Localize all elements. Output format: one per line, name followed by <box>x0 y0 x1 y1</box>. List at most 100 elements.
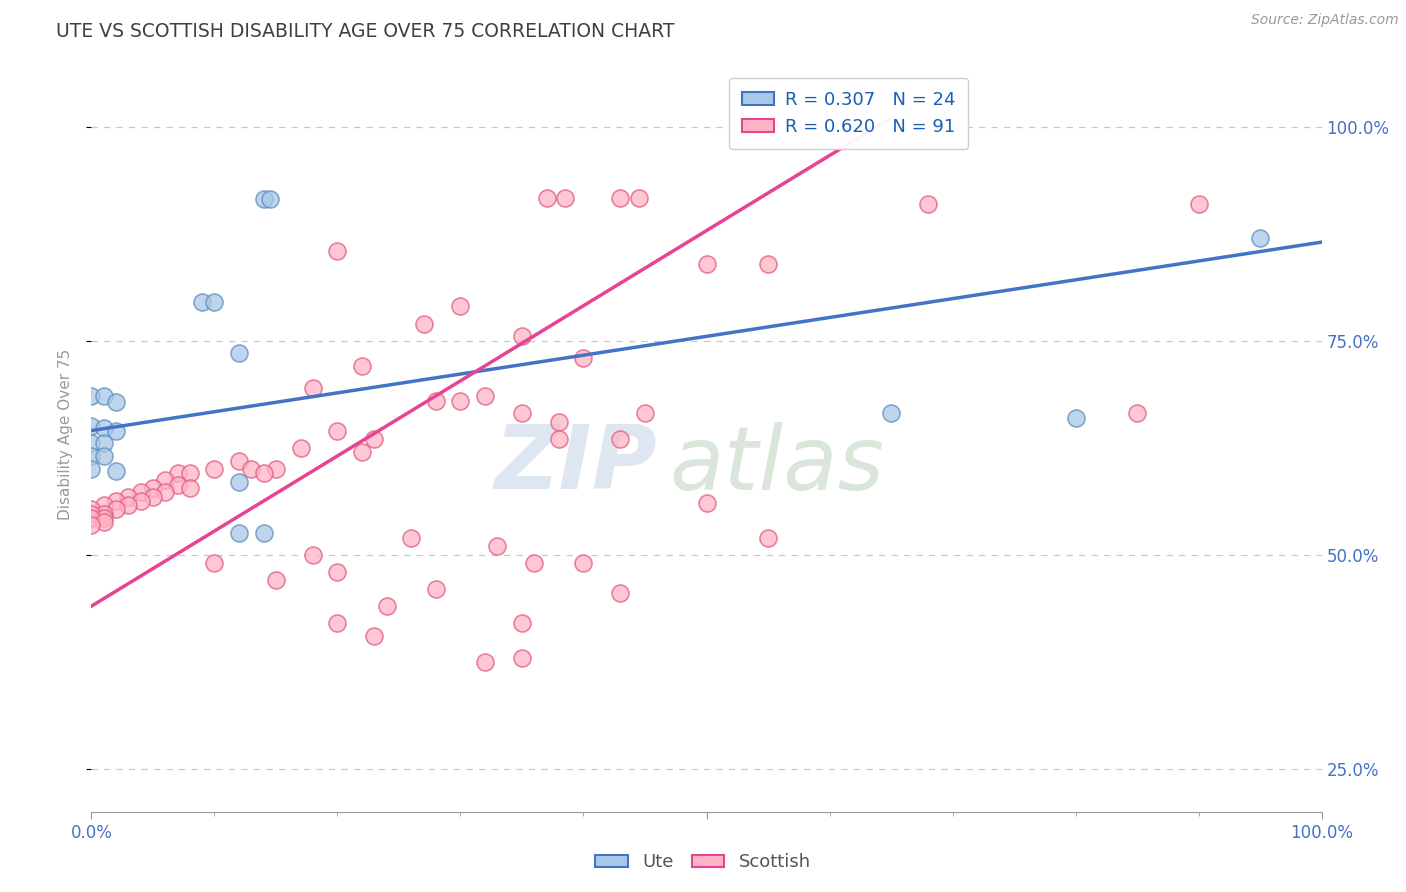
Point <box>634 406 657 420</box>
Point <box>609 586 631 600</box>
Point <box>80 462 103 476</box>
Point <box>105 502 127 516</box>
Point <box>510 329 533 343</box>
Point <box>756 531 779 545</box>
Point <box>326 424 349 438</box>
Point <box>449 393 471 408</box>
Legend: R = 0.307   N = 24, R = 0.620   N = 91: R = 0.307 N = 24, R = 0.620 N = 91 <box>730 78 969 149</box>
Point <box>93 450 115 464</box>
Point <box>627 191 650 205</box>
Point <box>547 415 569 429</box>
Point <box>80 502 103 516</box>
Point <box>510 406 533 420</box>
Point <box>253 192 276 206</box>
Point <box>399 531 422 545</box>
Text: Source: ZipAtlas.com: Source: ZipAtlas.com <box>1251 13 1399 28</box>
Point <box>80 436 103 450</box>
Point <box>80 517 103 532</box>
Point <box>264 462 287 476</box>
Point <box>412 317 434 331</box>
Point <box>572 351 595 365</box>
Point <box>474 389 496 403</box>
Point <box>536 191 558 205</box>
Point <box>425 393 447 408</box>
Point <box>880 406 903 420</box>
Point <box>80 507 103 521</box>
Point <box>117 490 139 504</box>
Point <box>93 421 115 435</box>
Point <box>117 498 139 512</box>
Point <box>510 650 533 665</box>
Point <box>93 436 115 450</box>
Point <box>572 557 595 571</box>
Point <box>228 526 250 541</box>
Point <box>142 490 165 504</box>
Point <box>695 256 717 270</box>
Point <box>609 432 631 446</box>
Point <box>259 192 281 206</box>
Point <box>523 557 546 571</box>
Point <box>253 526 276 541</box>
Point <box>228 453 250 467</box>
Point <box>264 574 287 588</box>
Point <box>1064 410 1087 425</box>
Point <box>202 557 225 571</box>
Y-axis label: Disability Age Over 75: Disability Age Over 75 <box>58 350 73 520</box>
Point <box>228 346 250 360</box>
Point <box>129 485 152 500</box>
Point <box>695 496 717 510</box>
Point <box>179 467 201 481</box>
Point <box>191 295 214 310</box>
Point <box>93 389 115 403</box>
Text: atlas: atlas <box>669 422 884 508</box>
Point <box>486 539 509 553</box>
Point <box>153 473 177 487</box>
Point <box>326 616 349 631</box>
Legend: Ute, Scottish: Ute, Scottish <box>588 847 818 879</box>
Point <box>449 299 471 313</box>
Point <box>375 599 398 614</box>
Point <box>166 477 188 491</box>
Point <box>80 389 103 403</box>
Point <box>363 432 385 446</box>
Point <box>290 441 312 455</box>
Point <box>129 493 152 508</box>
Point <box>547 432 569 446</box>
Point <box>1249 231 1271 245</box>
Point <box>1126 406 1149 420</box>
Point <box>326 244 349 258</box>
Text: UTE VS SCOTTISH DISABILITY AGE OVER 75 CORRELATION CHART: UTE VS SCOTTISH DISABILITY AGE OVER 75 C… <box>56 22 675 41</box>
Point <box>510 616 533 631</box>
Point <box>105 493 127 508</box>
Point <box>93 507 115 521</box>
Point <box>352 359 374 374</box>
Point <box>80 511 103 525</box>
Point <box>1187 196 1209 211</box>
Point <box>93 498 115 512</box>
Point <box>142 481 165 495</box>
Point <box>301 548 323 562</box>
Point <box>105 464 127 478</box>
Point <box>202 462 225 476</box>
Point <box>228 475 250 489</box>
Point <box>166 467 188 481</box>
Point <box>93 515 115 529</box>
Point <box>474 655 496 669</box>
Point <box>917 196 939 211</box>
Point <box>425 582 447 596</box>
Point <box>105 395 127 409</box>
Point <box>179 481 201 495</box>
Point <box>153 485 177 500</box>
Point <box>363 629 385 643</box>
Point <box>352 445 374 459</box>
Point <box>105 424 127 438</box>
Point <box>326 565 349 579</box>
Point <box>253 467 276 481</box>
Point <box>609 191 631 205</box>
Point <box>756 256 779 270</box>
Point <box>202 295 225 310</box>
Point <box>240 462 263 476</box>
Text: ZIP: ZIP <box>495 422 657 508</box>
Point <box>80 419 103 434</box>
Point <box>301 381 323 395</box>
